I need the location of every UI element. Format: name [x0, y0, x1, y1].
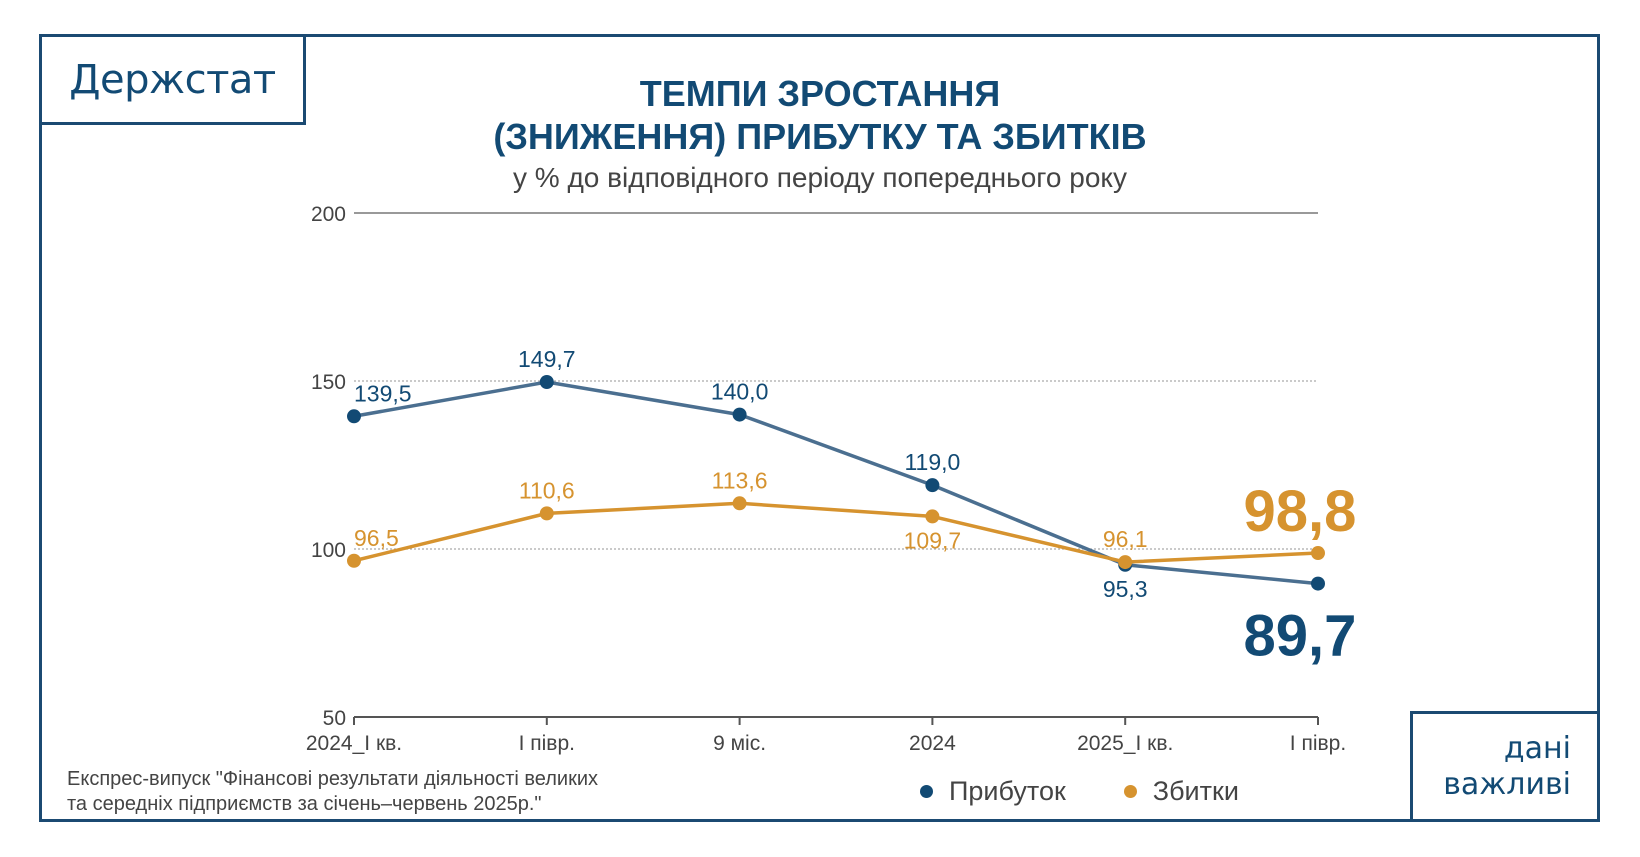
source-footnote: Експрес-випуск "Фінансові результати дія… — [67, 767, 598, 817]
data-point-loss — [925, 509, 940, 524]
y-tick-label: 50 — [323, 707, 346, 730]
x-tick-label: I півр. — [519, 732, 575, 755]
data-label-loss: 96,5 — [354, 525, 399, 551]
data-label-profit: 89,7 — [1244, 604, 1357, 669]
x-tick-label: 9 міс. — [713, 732, 766, 755]
logo: Держстат — [69, 56, 276, 103]
footnote-line-2: та середніх підприємств за січень–червен… — [67, 793, 542, 815]
legend-label-loss: Збитки — [1152, 776, 1239, 806]
data-point-profit — [539, 375, 554, 390]
data-point-loss — [732, 496, 747, 511]
legend-marker-loss — [1123, 785, 1137, 798]
data-point-loss — [1118, 555, 1133, 570]
y-tick-label: 200 — [311, 203, 346, 226]
x-tick-label: 2025_I кв. — [1077, 732, 1173, 755]
legend-label-profit: Прибуток — [949, 776, 1066, 806]
data-label-loss: 98,8 — [1244, 479, 1357, 544]
data-point-loss — [539, 506, 554, 521]
badge-line-2: важливі — [1443, 766, 1571, 802]
x-tick-label: 2024_I кв. — [306, 732, 402, 755]
y-tick-label: 100 — [311, 539, 346, 562]
legend-marker-profit — [920, 785, 933, 798]
legend-item-profit: Прибуток — [920, 776, 1066, 807]
y-tick-label: 150 — [311, 371, 346, 394]
data-point-profit — [925, 478, 940, 493]
data-label-loss: 110,6 — [519, 477, 575, 503]
logo-box: Держстат — [39, 34, 306, 125]
outer-frame — [39, 34, 1600, 822]
x-tick-label: 2024 — [909, 732, 956, 755]
legend: Прибуток Збитки — [920, 776, 1287, 807]
data-label-loss: 113,6 — [712, 467, 768, 493]
data-point-profit — [347, 409, 361, 424]
series-line-loss — [353, 501, 1319, 564]
data-point-profit — [1311, 576, 1325, 591]
series-line-profit — [353, 380, 1319, 586]
data-label-profit: 149,7 — [518, 346, 576, 372]
footnote-line-1: Експрес-випуск "Фінансові результати дія… — [67, 768, 599, 790]
data-point-loss — [1311, 546, 1325, 561]
chart-title-line-2: (ЗНИЖЕННЯ) ПРИБУТКУ ТА ЗБИТКІВ — [493, 116, 1147, 157]
x-tick-label: I півр. — [1290, 732, 1346, 755]
legend-item-loss: Збитки — [1123, 776, 1239, 807]
data-label-profit: 139,5 — [354, 380, 412, 406]
chart-title-line-1: ТЕМПИ ЗРОСТАННЯ — [639, 73, 1001, 114]
data-label-loss: 109,7 — [904, 527, 962, 553]
chart-subtitle: у % до відповідного періоду попереднього… — [513, 162, 1127, 193]
data-label-profit: 140,0 — [711, 379, 769, 405]
data-point-loss — [347, 553, 361, 568]
data-label-loss: 96,1 — [1103, 526, 1148, 552]
badge-line-1: дані — [1503, 730, 1571, 766]
data-matters-badge: дані важливі — [1410, 711, 1600, 822]
data-point-profit — [732, 407, 747, 422]
data-label-profit: 95,3 — [1103, 576, 1148, 602]
data-label-profit: 119,0 — [904, 449, 960, 475]
